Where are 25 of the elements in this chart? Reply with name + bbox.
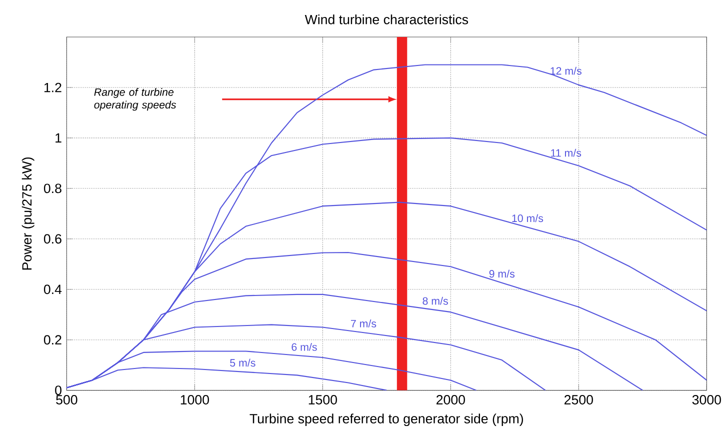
x-tick-label: 1000 — [180, 395, 209, 404]
y-tick-label: 1.2 — [44, 82, 62, 92]
x-tick-label: 1500 — [308, 395, 337, 404]
y-tick-label: 0.4 — [44, 284, 62, 294]
y-tick-label: 1 — [56, 133, 62, 143]
y-tick-label: 0.8 — [44, 184, 62, 194]
x-tick-label: 500 — [56, 395, 78, 404]
series-label: 7 m/s — [350, 320, 376, 328]
series-label: 5 m/s — [230, 358, 256, 367]
series-label: 12 m/s — [550, 66, 582, 75]
y-tick-label: 0 — [55, 386, 62, 396]
annotation: Range of turbine operating speeds — [94, 88, 176, 111]
y-tick-label: 0.2 — [44, 335, 62, 345]
series-label: 6 m/s — [292, 342, 317, 351]
chart-title: Wind turbine characteristics — [304, 14, 468, 24]
y-axis-title: Power (pu/275 kW) — [22, 157, 34, 270]
x-tick-label: 2000 — [436, 395, 465, 404]
y-tick-label: 0.6 — [44, 234, 62, 244]
series-label: 11 m/s — [551, 148, 582, 157]
series-label: 10 m/s — [512, 214, 544, 222]
x-axis-title: Turbine speed referred to generator side (rpm) — [250, 414, 524, 426]
x-tick-label: 3000 — [692, 395, 721, 404]
series-label: 9 m/s — [489, 270, 515, 278]
series-label: 8 m/s — [422, 296, 448, 305]
x-tick-label: 2500 — [564, 395, 593, 404]
